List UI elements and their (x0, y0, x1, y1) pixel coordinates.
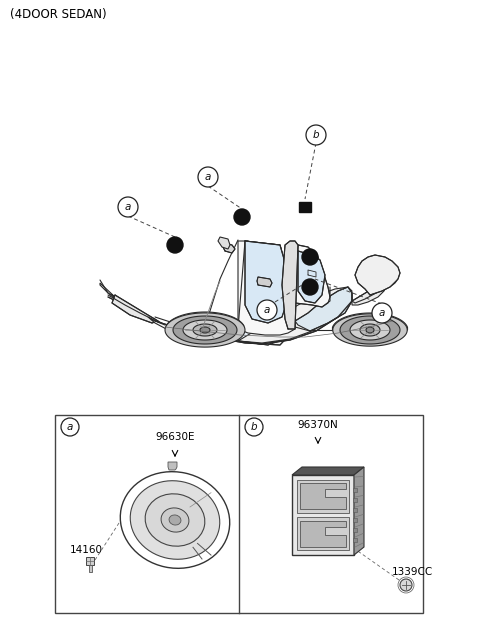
Text: 96370N: 96370N (298, 420, 338, 430)
Ellipse shape (120, 472, 230, 568)
Circle shape (302, 279, 318, 295)
Polygon shape (353, 508, 357, 512)
Text: a: a (125, 202, 131, 212)
Polygon shape (245, 241, 292, 323)
Ellipse shape (130, 481, 220, 559)
Polygon shape (366, 327, 374, 333)
Text: a: a (205, 172, 211, 182)
Polygon shape (295, 287, 352, 331)
Polygon shape (238, 287, 352, 343)
Text: a: a (67, 422, 73, 432)
Circle shape (245, 418, 263, 436)
Polygon shape (333, 314, 407, 346)
Polygon shape (360, 324, 380, 336)
Ellipse shape (145, 494, 205, 546)
Ellipse shape (161, 508, 189, 532)
Circle shape (306, 125, 326, 145)
Polygon shape (352, 275, 388, 305)
Bar (55, 415, 423, 613)
Polygon shape (86, 557, 94, 565)
Polygon shape (173, 316, 237, 344)
Circle shape (372, 303, 392, 323)
Polygon shape (218, 237, 230, 249)
Circle shape (400, 579, 412, 591)
Polygon shape (168, 462, 177, 470)
Polygon shape (223, 243, 235, 253)
Ellipse shape (169, 515, 181, 525)
Polygon shape (353, 518, 357, 522)
Polygon shape (100, 283, 155, 321)
Polygon shape (298, 251, 325, 303)
Polygon shape (300, 521, 346, 547)
Polygon shape (200, 327, 210, 333)
Polygon shape (257, 277, 272, 287)
Polygon shape (200, 315, 295, 345)
Circle shape (302, 249, 318, 265)
Polygon shape (353, 488, 357, 492)
Circle shape (257, 300, 277, 320)
Polygon shape (295, 245, 330, 307)
Text: (4DOOR SEDAN): (4DOOR SEDAN) (10, 8, 107, 21)
Text: b: b (312, 130, 319, 140)
Polygon shape (166, 312, 244, 330)
Polygon shape (193, 324, 217, 336)
Polygon shape (88, 565, 92, 572)
Polygon shape (148, 317, 295, 345)
Circle shape (167, 237, 183, 253)
Polygon shape (333, 313, 408, 330)
Text: 1339CC: 1339CC (392, 567, 433, 577)
Polygon shape (300, 483, 346, 509)
Polygon shape (297, 517, 349, 550)
Polygon shape (297, 480, 349, 513)
Polygon shape (292, 467, 364, 475)
Bar (299, 202, 311, 212)
Circle shape (198, 167, 218, 187)
Polygon shape (340, 316, 400, 344)
Polygon shape (353, 498, 357, 502)
Text: b: b (251, 422, 257, 432)
Polygon shape (292, 475, 354, 555)
Circle shape (118, 197, 138, 217)
Text: 14160: 14160 (70, 545, 103, 555)
Text: 96630E: 96630E (155, 432, 195, 442)
Polygon shape (238, 241, 295, 335)
Polygon shape (350, 320, 390, 340)
Circle shape (61, 418, 79, 436)
Polygon shape (353, 528, 357, 532)
Polygon shape (112, 295, 158, 323)
Polygon shape (355, 255, 400, 295)
Polygon shape (183, 320, 227, 340)
Polygon shape (282, 241, 298, 329)
Text: a: a (379, 308, 385, 318)
Polygon shape (165, 313, 245, 347)
Polygon shape (353, 538, 357, 542)
Text: a: a (264, 305, 270, 315)
Polygon shape (354, 467, 364, 555)
Circle shape (234, 209, 250, 225)
